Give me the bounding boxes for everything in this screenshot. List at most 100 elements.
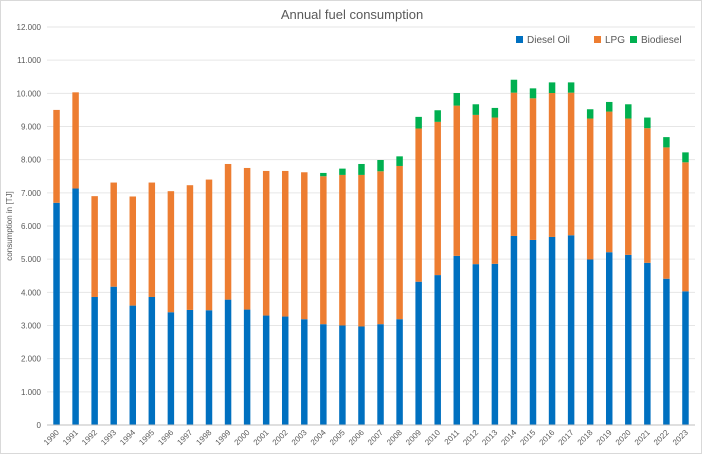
bar-lpg-2015 xyxy=(529,98,537,240)
x-tick-label: 2003 xyxy=(290,428,309,447)
bar-lpg-2009 xyxy=(415,128,422,282)
bar-lpg-1998 xyxy=(205,179,213,311)
x-tick-label: 1993 xyxy=(99,428,118,447)
bar-biodiesel-2013 xyxy=(491,107,499,118)
bar-diesel-oil-2018 xyxy=(586,259,594,425)
bar-diesel-oil-2005 xyxy=(339,325,346,425)
x-tick-label: 2011 xyxy=(443,428,462,447)
bar-lpg-1994 xyxy=(129,196,137,306)
legend-label-diesel-oil: Diesel Oil xyxy=(527,35,570,46)
bar-diesel-oil-1996 xyxy=(167,312,175,425)
legend-label-biodiesel: Biodiesel xyxy=(641,35,682,46)
x-tick-label: 2021 xyxy=(633,428,652,447)
bar-lpg-1999 xyxy=(224,163,232,300)
bar-biodiesel-2023 xyxy=(682,152,689,163)
x-tick-label: 2007 xyxy=(366,428,385,447)
bar-lpg-1996 xyxy=(167,191,175,313)
bar-lpg-2008 xyxy=(396,165,403,320)
bar-lpg-2001 xyxy=(262,170,270,316)
x-tick-label: 2017 xyxy=(557,428,576,447)
x-tick-label: 2008 xyxy=(385,428,404,447)
bar-diesel-oil-2011 xyxy=(453,255,461,425)
x-tick-label: 1992 xyxy=(80,428,99,447)
x-tick-label: 2001 xyxy=(252,428,271,447)
bar-diesel-oil-2002 xyxy=(281,316,289,425)
bar-biodiesel-2006 xyxy=(358,163,365,175)
bar-biodiesel-2009 xyxy=(415,116,422,129)
bar-diesel-oil-1995 xyxy=(148,296,156,425)
x-tick-label: 2020 xyxy=(614,428,633,447)
legend-swatch-lpg xyxy=(594,36,601,43)
x-tick-label: 2023 xyxy=(671,428,690,447)
bar-diesel-oil-2001 xyxy=(262,315,270,425)
bar-diesel-oil-2022 xyxy=(663,278,670,425)
bar-lpg-1995 xyxy=(148,182,156,297)
bar-lpg-2010 xyxy=(434,121,441,276)
x-tick-label: 1995 xyxy=(137,428,156,447)
legend-label-lpg: LPG xyxy=(605,35,625,46)
legend-swatch-biodiesel xyxy=(630,36,637,43)
y-tick-label: 11.000 xyxy=(17,56,41,65)
bar-biodiesel-2016 xyxy=(548,82,556,94)
bar-biodiesel-2015 xyxy=(529,88,537,99)
bar-lpg-1997 xyxy=(186,185,194,310)
bar-diesel-oil-1999 xyxy=(224,299,232,425)
x-tick-label: 1998 xyxy=(194,428,213,447)
bar-lpg-2007 xyxy=(377,171,384,325)
bar-diesel-oil-1990 xyxy=(53,202,60,425)
bar-biodiesel-2019 xyxy=(605,101,613,112)
bar-diesel-oil-1992 xyxy=(91,296,98,425)
bar-diesel-oil-2000 xyxy=(243,309,251,425)
y-tick-label: 7.000 xyxy=(21,189,42,198)
bar-diesel-oil-2023 xyxy=(682,291,689,425)
y-tick-label: 10.000 xyxy=(17,89,42,98)
x-tick-label: 1994 xyxy=(118,428,137,447)
bar-lpg-1990 xyxy=(53,109,60,203)
bar-lpg-2012 xyxy=(472,114,480,265)
x-tick-label: 2015 xyxy=(518,428,537,447)
bar-lpg-2014 xyxy=(510,92,518,236)
bar-lpg-2002 xyxy=(281,170,289,317)
x-tick-label: 2014 xyxy=(499,428,518,447)
x-tick-label: 2006 xyxy=(347,428,366,447)
bar-diesel-oil-2003 xyxy=(301,319,308,425)
y-tick-label: 2.000 xyxy=(21,355,42,364)
x-tick-label: 2019 xyxy=(595,428,614,447)
chart-title: Annual fuel consumption xyxy=(281,7,423,22)
bar-lpg-2005 xyxy=(339,174,346,326)
bar-biodiesel-2005 xyxy=(339,168,346,175)
y-tick-label: 1.000 xyxy=(21,388,42,397)
bar-diesel-oil-1993 xyxy=(110,286,117,425)
bar-lpg-2018 xyxy=(586,118,594,260)
x-tick-label: 2002 xyxy=(271,428,290,447)
x-tick-label: 2022 xyxy=(652,428,671,447)
bar-diesel-oil-2013 xyxy=(491,263,499,425)
bar-diesel-oil-1998 xyxy=(205,310,213,425)
x-tick-label: 2012 xyxy=(461,428,480,447)
bar-diesel-oil-2017 xyxy=(567,235,575,425)
y-tick-label: 4.000 xyxy=(21,288,42,297)
bar-biodiesel-2020 xyxy=(625,104,632,119)
y-tick-label: 5.000 xyxy=(21,255,42,264)
x-tick-label: 2005 xyxy=(328,428,347,447)
bar-diesel-oil-1991 xyxy=(72,188,79,425)
bar-diesel-oil-2008 xyxy=(396,319,403,425)
bar-diesel-oil-1994 xyxy=(129,305,137,425)
bar-lpg-2019 xyxy=(605,111,613,253)
bar-biodiesel-2010 xyxy=(434,110,441,122)
bar-lpg-2022 xyxy=(663,147,670,279)
x-tick-label: 1991 xyxy=(61,428,80,447)
bar-lpg-1991 xyxy=(72,92,79,189)
bar-biodiesel-2018 xyxy=(586,109,594,119)
x-tick-label: 2000 xyxy=(233,428,252,447)
bar-lpg-2023 xyxy=(682,162,689,292)
bar-lpg-2017 xyxy=(567,92,575,236)
bar-diesel-oil-2007 xyxy=(377,324,384,425)
bar-diesel-oil-2006 xyxy=(358,326,365,425)
bar-diesel-oil-2015 xyxy=(529,239,537,425)
bar-diesel-oil-2014 xyxy=(510,235,518,425)
bar-biodiesel-2014 xyxy=(510,79,518,93)
legend-swatch-diesel-oil xyxy=(516,36,523,43)
